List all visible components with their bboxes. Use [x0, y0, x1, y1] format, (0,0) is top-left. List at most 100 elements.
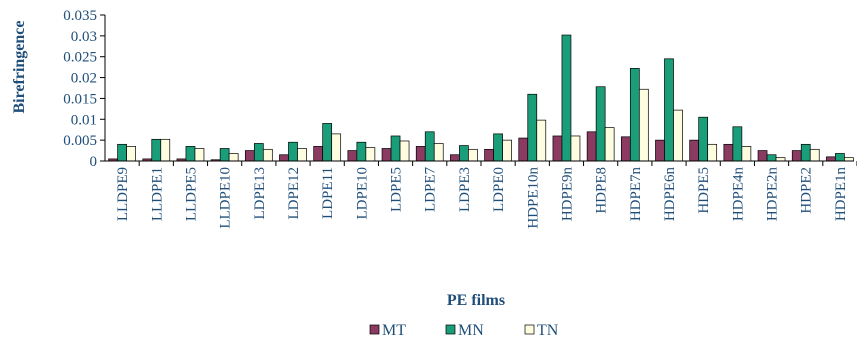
legend-swatch-mn	[445, 324, 456, 335]
bar-mn	[835, 153, 845, 162]
bar-mn	[185, 146, 196, 162]
x-tick-label: LDPE3	[457, 167, 473, 212]
bar-mt	[689, 139, 700, 162]
bar-mt	[757, 150, 768, 162]
x-tick-label: LDPE12	[286, 167, 302, 220]
bar-mt	[723, 143, 734, 162]
x-tick-label: HDPE2	[799, 167, 815, 214]
bar-tn	[604, 127, 615, 162]
legend-swatch-mt	[369, 324, 380, 335]
y-tick-label: 0.015	[63, 91, 97, 107]
legend-label-tn: TN	[537, 322, 559, 339]
x-tick-label: HDPE7n	[628, 167, 644, 222]
x-tick-label: LDPE7	[423, 167, 439, 213]
bar-mn	[698, 116, 709, 162]
y-tick-label: 0.025	[63, 50, 97, 66]
x-tick-label: HDPE6n	[662, 167, 678, 222]
x-tick-label: LLDPE9	[115, 167, 131, 221]
bar-tn	[160, 138, 171, 162]
bar-mn	[800, 143, 811, 162]
x-tick-label: LLDPE5	[183, 167, 199, 221]
x-tick-label: HDPE8	[594, 167, 610, 214]
bar-mt	[620, 136, 631, 162]
legend-label-mt: MT	[382, 322, 406, 339]
bar-mt	[655, 139, 665, 162]
x-tick-label: LLDPE1	[149, 167, 165, 221]
bar-mn	[766, 154, 777, 162]
y-tick-label: 0.035	[63, 8, 97, 24]
bar-mn	[288, 141, 298, 162]
x-tick-label: HDPE2n	[765, 167, 781, 222]
bar-mn	[561, 34, 572, 162]
bar-tn	[433, 143, 444, 162]
bar-tn	[365, 147, 376, 162]
x-tick-label: LDPE5	[389, 167, 405, 212]
bar-mt	[518, 137, 529, 162]
bar-tn	[502, 139, 512, 162]
bar-mt	[450, 154, 460, 162]
bar-tn	[468, 148, 478, 162]
bar-mt	[826, 156, 836, 162]
bar-mn	[390, 135, 401, 162]
bar-tn	[331, 133, 342, 162]
bar-mn	[595, 86, 606, 162]
bar-tn	[844, 157, 854, 162]
bar-mn	[356, 141, 367, 162]
bar-mt	[381, 148, 392, 162]
bar-mt	[279, 154, 289, 162]
legend-swatch-tn	[524, 324, 535, 335]
bar-mt	[415, 146, 426, 162]
x-tick-label: LLDPE10	[218, 167, 234, 229]
bar-mt	[791, 150, 802, 162]
x-axis-labels: LLDPE9 LLDPE1 LLDPE5 LLDPE10 LDPE13 LDPE12 LDP…	[115, 161, 857, 229]
bar-tn	[775, 157, 786, 162]
bar-tn	[399, 140, 410, 162]
bar-mt	[484, 148, 494, 162]
bar-mn	[527, 93, 538, 162]
y-axis-ticks: 0 0.005 0.01 0.015 0.02 0.025 0.03 0.035	[63, 8, 105, 170]
bar-mt	[347, 150, 358, 162]
bar-tn	[570, 135, 581, 162]
x-axis-title: PE films	[447, 292, 505, 309]
legend-label-mn: MN	[458, 322, 484, 339]
bar-mt	[552, 135, 563, 162]
y-tick-label: 0.02	[71, 71, 97, 87]
x-tick-label: LDPE11	[320, 167, 336, 219]
bar-tn	[638, 88, 649, 162]
bar-mt	[586, 131, 597, 162]
bar-tn	[741, 146, 752, 162]
bar-mn	[664, 58, 674, 162]
x-tick-label: HDPE5	[696, 167, 712, 214]
bar-tn	[262, 148, 273, 162]
bar-tn	[228, 153, 239, 162]
bar-mn	[253, 143, 264, 162]
y-tick-label: 0.03	[71, 29, 97, 45]
bar-tn	[126, 146, 136, 162]
bar-mn	[459, 145, 469, 162]
bar-tn	[536, 119, 547, 162]
bar-tn	[707, 143, 718, 162]
legend: MT MN TN	[369, 322, 559, 339]
bar-mn	[493, 133, 503, 162]
bar-tn	[194, 148, 205, 162]
bar-mn	[219, 148, 230, 162]
bar-mn	[117, 143, 127, 162]
y-tick-label: 0.005	[63, 133, 97, 149]
x-tick-label: HDPE1n	[833, 167, 849, 222]
y-axis-title: Birefringence	[11, 20, 28, 113]
bar-mt	[313, 146, 324, 162]
bar-mn	[732, 126, 743, 162]
bar-mn	[629, 68, 640, 162]
bars	[108, 34, 854, 162]
x-tick-label: HDPE9n	[559, 167, 575, 222]
x-tick-label: HDPE10n	[525, 167, 541, 229]
x-tick-label: LDPE10	[354, 167, 370, 220]
bar-mn	[151, 138, 162, 162]
bar-tn	[809, 148, 820, 162]
x-tick-label: LDPE0	[491, 167, 507, 212]
y-tick-label: 0	[90, 154, 98, 170]
y-tick-label: 0.01	[71, 112, 97, 128]
x-tick-label: LDPE13	[252, 167, 268, 220]
bar-mt	[244, 150, 255, 162]
